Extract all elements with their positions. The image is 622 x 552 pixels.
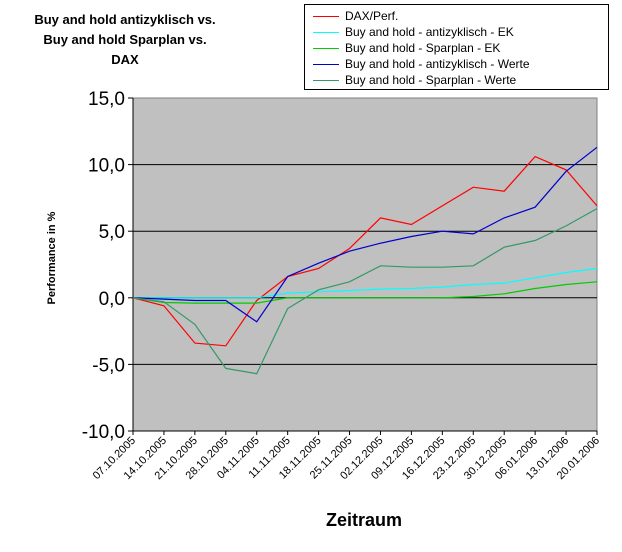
legend: DAX/Perf. Buy and hold - antizyklisch - … [304,4,609,90]
y-tick-label: -5,0 [92,355,125,376]
chart-title: Buy and hold antizyklisch vs. Buy and ho… [0,10,250,70]
x-axis-label: Zeitraum [325,510,403,530]
series-line-3 [132,281,598,304]
legend-swatch-antizyklisch-ek [313,32,339,34]
legend-swatch-sparplan-ek [313,48,339,50]
chart-title-line-2: Buy and hold Sparplan vs. [43,32,207,47]
chart-title-line-1: Buy and hold antizyklisch vs. [34,12,216,27]
legend-label-antizyklisch-werte: Buy and hold - antizyklisch - Werte [345,57,530,71]
legend-swatch-antizyklisch-werte [313,64,339,66]
series-line-5 [132,208,598,375]
legend-item-sparplan-ek: Buy and hold - Sparplan - EK [313,40,500,56]
legend-label-sparplan-ek: Buy and hold - Sparplan - EK [345,41,501,55]
legend-item-sparplan-werte: Buy and hold - Sparplan - Werte [313,72,516,88]
y-tick-label: -10,0 [82,422,125,443]
legend-label-sparplan-werte: Buy and hold - Sparplan - Werte [345,73,517,87]
y-tick-label: 0,0 [99,289,125,310]
legend-item-antizyklisch-ek: Buy and hold - antizyklisch - EK [313,24,514,40]
series-line-4 [132,146,598,323]
series-line-1 [132,155,598,347]
legend-swatch-dax [313,16,339,18]
legend-swatch-sparplan-werte [313,80,339,82]
y-tick-label: 10,0 [88,156,125,177]
legend-item-dax: DAX/Perf. [313,8,398,24]
y-tick-label: 5,0 [99,222,125,243]
chart-title-line-3: DAX [111,52,139,67]
legend-label-dax: DAX/Perf. [345,9,399,23]
y-tick-label: 15,0 [88,89,125,110]
plot-background [132,97,598,432]
legend-label-antizyklisch-ek: Buy and hold - antizyklisch - EK [345,25,514,39]
legend-item-antizyklisch-werte: Buy and hold - antizyklisch - Werte [313,56,530,72]
series-line-2 [133,267,598,299]
